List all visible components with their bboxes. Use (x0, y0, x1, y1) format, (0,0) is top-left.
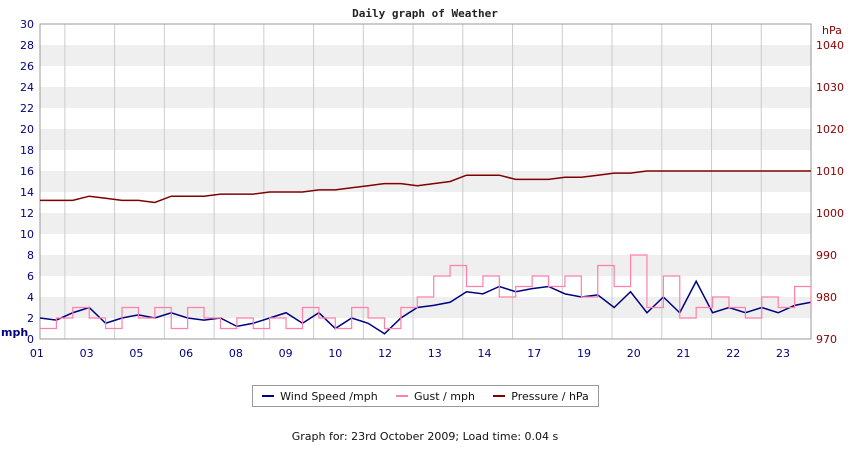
grid-band (40, 276, 811, 297)
wind-speed-series-line (39, 279, 812, 335)
right-tick-label: 980 (816, 291, 837, 304)
left-tick-label: 8 (27, 249, 34, 262)
x-tick-label: 23 (776, 347, 790, 360)
x-axis-ticks: 01 03 05 06 08 09 10 12 13 14 17 19 20 21 22 23 (30, 347, 790, 360)
grid-band (40, 234, 811, 255)
x-tick-label: 03 (80, 347, 94, 360)
legend-swatch-pressure (493, 395, 506, 397)
left-tick-label: 18 (20, 144, 34, 157)
x-tick-label: 06 (179, 347, 193, 360)
chart-title: Daily graph of Weather (352, 7, 498, 20)
left-tick-label: 28 (20, 39, 34, 52)
grid-band (40, 24, 811, 45)
right-tick-label: 1040 (816, 39, 844, 52)
grid-band (40, 66, 811, 87)
left-tick-label: 6 (27, 270, 34, 283)
grid-band (40, 108, 811, 129)
left-tick-label: 12 (20, 207, 34, 220)
left-tick-label: 2 (27, 312, 34, 325)
series-layer (39, 170, 812, 335)
right-tick-label: 990 (816, 249, 837, 262)
pressure-series-line (40, 170, 811, 204)
grid-band (40, 45, 811, 66)
grid-band (40, 318, 811, 339)
left-axis-unit: mph (1, 326, 28, 339)
legend-item-pressure: Pressure / hPa (493, 390, 589, 403)
left-tick-label: 24 (20, 81, 34, 94)
left-tick-label: 22 (20, 102, 34, 115)
grid-band (40, 297, 811, 318)
x-tick-label: 13 (428, 347, 442, 360)
right-axis-ticks: 970 980 990 1000 1010 1020 1030 1040 (816, 39, 844, 346)
vertical-grid (64, 24, 812, 339)
x-tick-label: 05 (129, 347, 143, 360)
grid-band (40, 192, 811, 213)
grid-band (40, 129, 811, 150)
x-tick-label: 10 (328, 347, 342, 360)
x-tick-label: 19 (577, 347, 591, 360)
left-tick-label: 4 (27, 291, 34, 304)
x-tick-label: 12 (378, 347, 392, 360)
footer-text: Graph for: 23rd October 2009; Load time:… (291, 430, 559, 443)
legend-item-wind: Wind Speed /mph (262, 390, 378, 403)
x-tick-label: 08 (229, 347, 243, 360)
right-tick-label: 1030 (816, 81, 844, 94)
x-tick-label: 14 (478, 347, 492, 360)
left-tick-label: 26 (20, 60, 34, 73)
grid-band (40, 150, 811, 171)
right-tick-label: 1010 (816, 165, 844, 178)
x-tick-label: 22 (726, 347, 740, 360)
legend: Wind Speed /mph Gust / mph Pressure / hP… (252, 385, 599, 407)
right-tick-label: 1020 (816, 123, 844, 136)
right-tick-label: 1000 (816, 207, 844, 220)
legend-label-pressure: Pressure / hPa (511, 389, 589, 403)
legend-label-wind: Wind Speed /mph (280, 389, 378, 403)
left-tick-label: 30 (20, 18, 34, 31)
left-tick-label: 0 (27, 333, 34, 346)
x-tick-label: 09 (279, 347, 293, 360)
left-tick-label: 16 (20, 165, 34, 178)
x-tick-label: 01 (30, 347, 44, 360)
left-tick-label: 14 (20, 186, 34, 199)
x-tick-label: 17 (527, 347, 541, 360)
legend-item-gust: Gust / mph (396, 390, 475, 403)
plot-frame (39, 23, 812, 340)
grid-band (40, 213, 811, 234)
x-tick-label: 21 (677, 347, 691, 360)
gust-series-line (40, 254, 812, 330)
legend-label-gust: Gust / mph (414, 389, 475, 403)
plot-background (40, 24, 811, 339)
right-axis-unit: hPa (822, 24, 842, 37)
left-tick-label: 10 (20, 228, 34, 241)
legend-swatch-wind (262, 395, 275, 397)
grid-band (40, 87, 811, 108)
grid-band (40, 255, 811, 276)
legend-swatch-gust (396, 395, 409, 397)
grid-band (40, 171, 811, 192)
x-tick-label: 20 (627, 347, 641, 360)
right-tick-label: 970 (816, 333, 837, 346)
left-tick-label: 20 (20, 123, 34, 136)
